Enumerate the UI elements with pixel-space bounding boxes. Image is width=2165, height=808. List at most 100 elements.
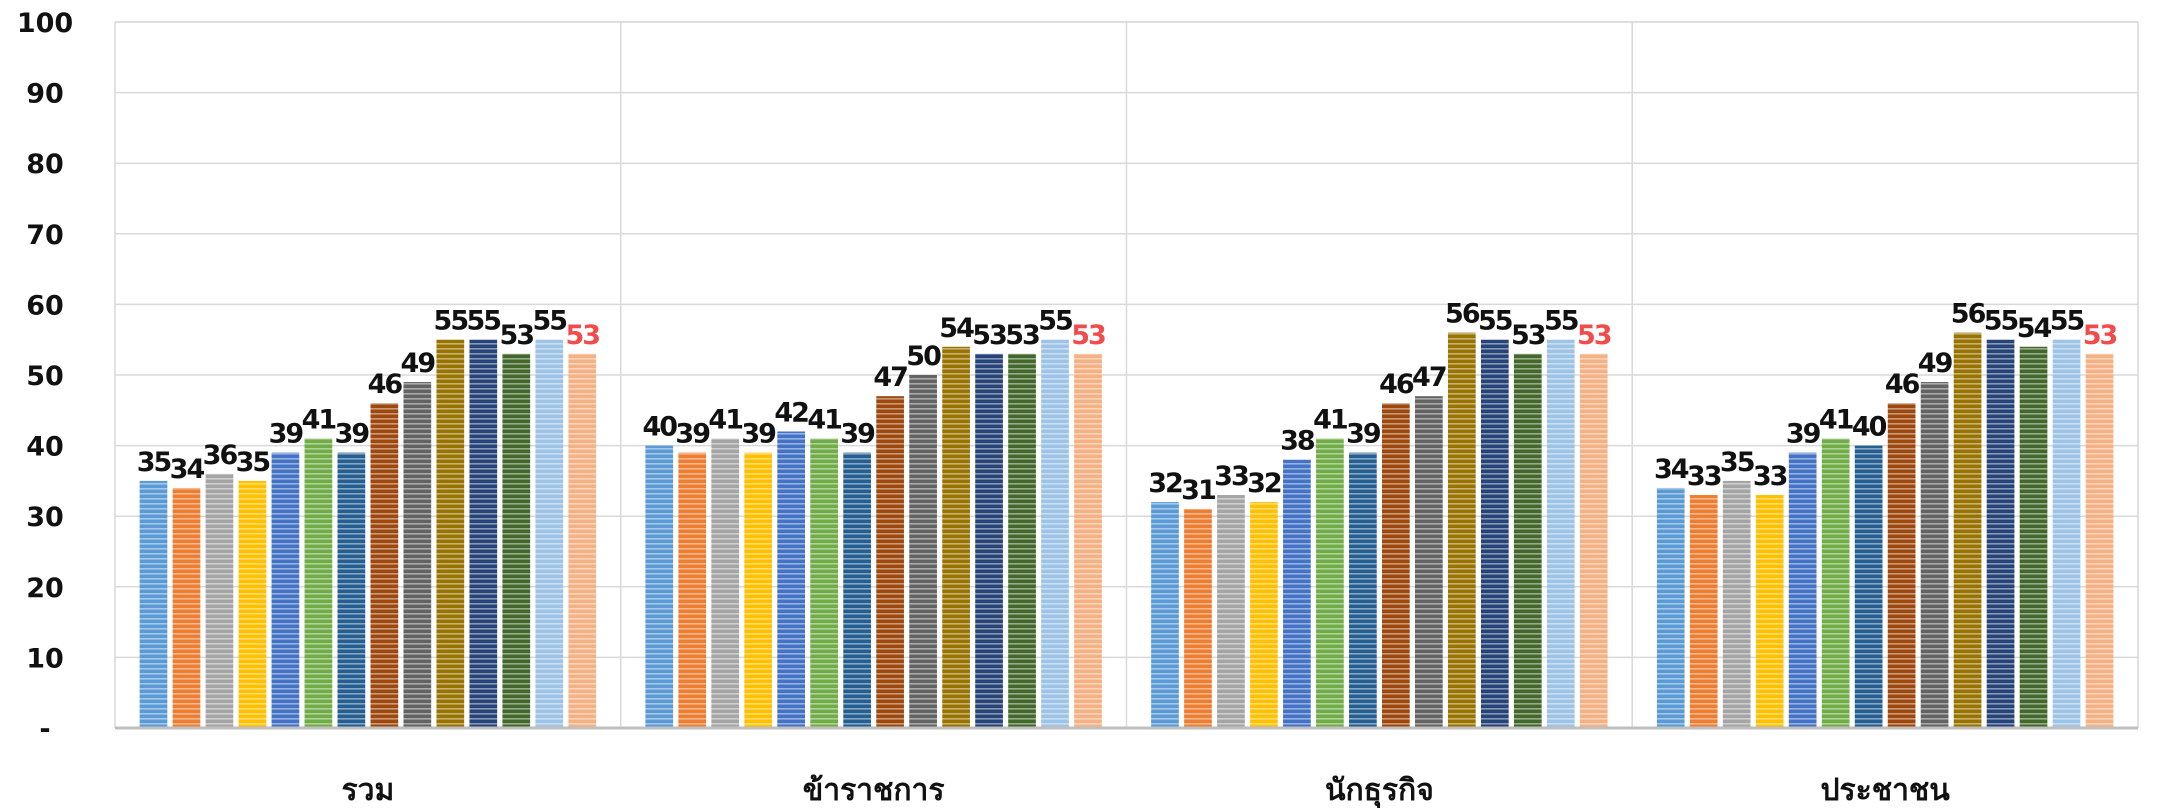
data-label: 46 xyxy=(1885,369,1920,400)
data-label: 49 xyxy=(401,348,436,379)
bar xyxy=(645,445,674,728)
data-label: 36 xyxy=(203,440,238,471)
bar xyxy=(205,473,234,728)
data-label: 55 xyxy=(2050,306,2084,337)
bar xyxy=(1986,339,2015,728)
bar xyxy=(502,353,531,728)
data-label: 53 xyxy=(2083,320,2117,351)
data-label: 39 xyxy=(840,419,875,450)
data-label: 56 xyxy=(1951,299,1986,330)
bar xyxy=(1546,339,1575,728)
data-label: 41 xyxy=(1313,405,1347,436)
data-label: 39 xyxy=(675,419,710,450)
data-label: 39 xyxy=(741,419,776,450)
data-label: 53 xyxy=(1005,320,1039,351)
bar xyxy=(1414,396,1443,728)
bar xyxy=(1821,438,1850,728)
bar xyxy=(2019,346,2048,728)
bar xyxy=(535,339,564,728)
data-label: 46 xyxy=(1379,369,1414,400)
bar xyxy=(942,346,970,728)
bar xyxy=(777,431,806,728)
bar xyxy=(1447,332,1476,728)
y-tick-label: 30 xyxy=(26,502,64,533)
x-category-label: ประชาชน xyxy=(1820,773,1950,808)
bar xyxy=(711,438,740,728)
bar xyxy=(370,403,399,728)
x-category-label: นักธุรกิจ xyxy=(1325,773,1434,808)
bar xyxy=(238,480,267,728)
x-axis: รวม ข้าราชการ นักธุรกิจ ประชาชน xyxy=(115,726,2138,808)
bar xyxy=(1008,353,1036,728)
y-tick-label: - xyxy=(39,714,50,745)
bar xyxy=(2085,353,2114,728)
bar xyxy=(1041,339,1069,728)
bar xyxy=(337,452,366,728)
data-label: 54 xyxy=(2017,313,2052,344)
data-label: 34 xyxy=(1654,454,1689,485)
bar xyxy=(1887,403,1916,728)
data-label: 55 xyxy=(434,306,468,337)
bar xyxy=(1151,502,1179,728)
bar xyxy=(1349,452,1377,728)
bar xyxy=(1480,339,1509,728)
bar xyxy=(568,353,597,728)
y-tick-label: 10 xyxy=(26,643,64,674)
data-label: 47 xyxy=(873,362,907,393)
bar xyxy=(172,487,201,728)
bar xyxy=(1953,332,1982,728)
data-label: 53 xyxy=(1577,320,1611,351)
y-tick-label: 80 xyxy=(26,149,64,180)
bar xyxy=(1755,495,1784,728)
data-label: 53 xyxy=(565,320,599,351)
data-label: 50 xyxy=(906,341,941,372)
data-label: 53 xyxy=(500,320,534,351)
data-label: 41 xyxy=(807,405,841,436)
bar xyxy=(271,452,300,728)
data-label: 41 xyxy=(708,405,742,436)
bar xyxy=(1283,459,1311,728)
data-label: 38 xyxy=(1280,426,1315,457)
data-label: 54 xyxy=(939,313,974,344)
y-tick-label: 50 xyxy=(26,361,64,392)
bar xyxy=(139,480,168,728)
bar xyxy=(1920,382,1949,728)
data-label: 33 xyxy=(1753,461,1787,492)
data-label: 55 xyxy=(1984,306,2018,337)
data-label: 41 xyxy=(302,405,336,436)
y-tick-label: 100 xyxy=(17,8,73,39)
y-tick-label: 70 xyxy=(26,220,64,251)
y-axis: - 10 20 30 40 50 60 70 80 90 100 xyxy=(17,8,73,745)
data-label: 55 xyxy=(1544,306,1578,337)
data-label: 39 xyxy=(1786,419,1821,450)
data-label: 32 xyxy=(1148,468,1182,499)
bar xyxy=(1217,495,1245,728)
bar xyxy=(975,353,1003,728)
bar xyxy=(403,382,432,728)
data-label: 53 xyxy=(972,320,1006,351)
data-label: 53 xyxy=(1511,320,1545,351)
data-label: 39 xyxy=(335,419,370,450)
bar xyxy=(876,396,904,728)
data-label: 55 xyxy=(467,306,501,337)
data-label: 53 xyxy=(1071,320,1105,351)
data-label: 41 xyxy=(1819,405,1853,436)
bar xyxy=(843,452,871,728)
data-label: 31 xyxy=(1181,475,1215,506)
data-label: 35 xyxy=(236,447,270,478)
data-label: 56 xyxy=(1445,299,1480,330)
bar xyxy=(1316,438,1344,728)
x-category-label: ข้าราชการ xyxy=(803,773,945,808)
y-tick-label: 40 xyxy=(26,432,64,463)
bar xyxy=(1513,353,1542,728)
bar xyxy=(1854,445,1883,728)
bar xyxy=(2052,339,2081,728)
bar xyxy=(1788,452,1817,728)
bar xyxy=(1074,353,1102,728)
bar xyxy=(678,452,707,728)
data-label: 33 xyxy=(1687,461,1721,492)
bar xyxy=(1689,495,1718,728)
data-label: 33 xyxy=(1214,461,1248,492)
